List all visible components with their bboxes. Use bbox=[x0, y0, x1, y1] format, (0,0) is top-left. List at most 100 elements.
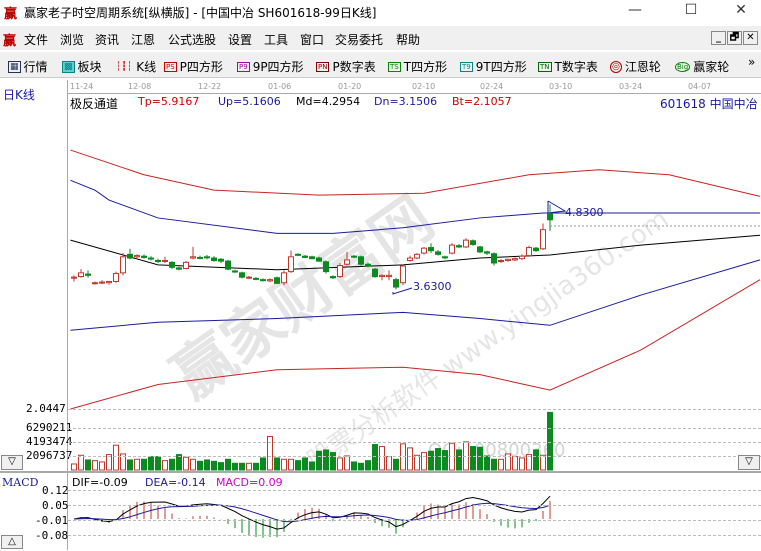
price-label: 2.0447 bbox=[26, 402, 66, 415]
candle-body bbox=[302, 255, 308, 258]
toolbar-t-table[interactable]: TN T数字表 bbox=[538, 58, 598, 75]
volume-bar bbox=[71, 463, 77, 471]
volume-bar bbox=[337, 457, 343, 471]
maximize-button[interactable]: ☐ bbox=[684, 2, 698, 18]
menu-settings[interactable]: 设置 bbox=[228, 33, 253, 47]
toolbar-t-square[interactable]: TS T四方形 bbox=[388, 58, 447, 75]
candle-body bbox=[106, 280, 112, 284]
candle-body bbox=[225, 260, 231, 270]
candle-body bbox=[456, 245, 462, 248]
candle-body bbox=[316, 257, 322, 262]
volume-bar bbox=[547, 411, 553, 471]
candle-body bbox=[211, 257, 217, 262]
toolbar-quotes[interactable]: ▦ 行情 bbox=[8, 58, 48, 75]
volume-bar bbox=[267, 436, 273, 471]
candle-body bbox=[204, 256, 210, 259]
volume-label: 4193474 bbox=[26, 435, 73, 448]
mdi-close-button[interactable]: ✕ bbox=[743, 31, 758, 45]
toolbar-p-table[interactable]: PN P数字表 bbox=[316, 58, 376, 75]
date-tick: 02-24 bbox=[480, 82, 504, 91]
volume-bar bbox=[120, 453, 126, 471]
volume-bar bbox=[519, 457, 525, 471]
volume-bar bbox=[281, 458, 287, 471]
candle-body bbox=[393, 279, 399, 288]
divider bbox=[68, 93, 761, 94]
volume-bar bbox=[211, 460, 217, 471]
mdi-restore-button[interactable]: 🗗 bbox=[727, 31, 742, 45]
candle-body bbox=[218, 258, 224, 262]
menu-gann[interactable]: 江恩 bbox=[131, 33, 156, 47]
volume-bar bbox=[295, 460, 301, 471]
candle-body bbox=[386, 274, 392, 278]
volume-bar bbox=[498, 458, 504, 471]
menu-formula[interactable]: 公式选股 bbox=[168, 33, 217, 47]
volume-bar bbox=[505, 453, 511, 471]
candle-body bbox=[547, 213, 553, 221]
ps-icon: PS bbox=[164, 62, 177, 72]
candle-body bbox=[428, 247, 434, 252]
menu-tools[interactable]: 工具 bbox=[264, 33, 289, 47]
candle-body bbox=[232, 270, 238, 273]
candle-body bbox=[358, 256, 364, 265]
candle-body bbox=[484, 251, 490, 254]
menu-browse[interactable]: 浏览 bbox=[60, 33, 85, 47]
collapse-pane-button-right[interactable]: ▽ bbox=[738, 455, 760, 470]
date-tick: 02-10 bbox=[412, 82, 436, 91]
toolbar-9t-square[interactable]: T9 9T四方形 bbox=[460, 58, 527, 75]
toolbar-9p-square[interactable]: P9 9P四方形 bbox=[237, 58, 304, 75]
pane-divider[interactable] bbox=[0, 471, 761, 473]
candles-icon: ┆┇┆ bbox=[116, 62, 133, 72]
label: T四方形 bbox=[403, 60, 448, 74]
toolbar-kline[interactable]: ┆┇┆ K线 bbox=[115, 58, 156, 75]
candle-body bbox=[267, 279, 273, 282]
date-tick: 04-07 bbox=[688, 82, 712, 91]
period-label[interactable]: 日K线 bbox=[3, 88, 35, 102]
candle-body bbox=[330, 276, 336, 279]
toolbar-more-button[interactable]: » bbox=[748, 55, 756, 69]
volume-bar bbox=[141, 458, 147, 471]
volume-bar bbox=[232, 462, 238, 471]
menu-trade[interactable]: 交易委托 bbox=[335, 33, 384, 47]
candle-body bbox=[435, 251, 441, 255]
menu-file[interactable]: 文件 bbox=[24, 33, 49, 47]
volume-bar bbox=[246, 462, 252, 471]
candle-body bbox=[491, 253, 497, 264]
close-button[interactable]: ✕ bbox=[735, 2, 747, 18]
indicator-name: 极反通道 bbox=[70, 97, 119, 111]
toolbar-gann-wheel[interactable]: ◎ 江恩轮 bbox=[610, 58, 661, 75]
volume-bar bbox=[330, 452, 336, 471]
volume-bar bbox=[407, 447, 413, 471]
toolbar-p-square[interactable]: PS P四方形 bbox=[164, 58, 223, 75]
volume-bar bbox=[379, 446, 385, 471]
volume-bar bbox=[386, 456, 392, 471]
t9-icon: T9 bbox=[460, 62, 473, 72]
candle-body bbox=[99, 281, 105, 284]
toolbar-winner-wheel[interactable]: Big 赢家轮 bbox=[675, 58, 729, 75]
date-tick: 11-24 bbox=[70, 82, 94, 91]
channel-mid-line bbox=[70, 234, 761, 271]
volume-bar bbox=[134, 458, 140, 471]
volume-bar bbox=[533, 449, 539, 471]
macd-tick: 0.12 bbox=[42, 484, 69, 497]
label: 9T四方形 bbox=[475, 60, 527, 74]
gridline bbox=[68, 520, 761, 521]
volume-bar bbox=[190, 458, 196, 471]
menu-news[interactable]: 资讯 bbox=[95, 33, 120, 47]
window-title: 赢家老子时空周期系统[纵横版] - [中国中冶 SH601618-99日K线] bbox=[24, 6, 377, 20]
gridline bbox=[68, 428, 761, 429]
toolbar-sectors[interactable]: ▩ 板块 bbox=[62, 58, 102, 75]
mdi-minimize-button[interactable]: _ bbox=[711, 31, 726, 45]
label: 江恩轮 bbox=[624, 60, 661, 74]
expand-pane-button[interactable]: △ bbox=[1, 535, 23, 549]
big-icon: Big bbox=[675, 62, 691, 72]
minimize-button[interactable]: — bbox=[628, 2, 642, 18]
candle-body bbox=[421, 247, 427, 254]
menu-help[interactable]: 帮助 bbox=[396, 33, 421, 47]
menu-window[interactable]: 窗口 bbox=[300, 33, 325, 47]
volume-bar bbox=[456, 449, 462, 471]
candle-body bbox=[519, 255, 525, 260]
collapse-pane-button[interactable]: ▽ bbox=[1, 455, 23, 470]
label: 板块 bbox=[77, 60, 102, 74]
volume-bar bbox=[435, 448, 441, 471]
